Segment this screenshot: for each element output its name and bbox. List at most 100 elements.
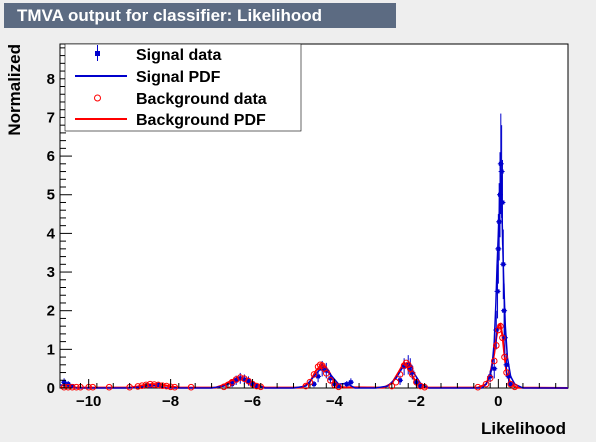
background-data-point [417,382,424,390]
x-tick-label: −4 [326,393,344,410]
signal-data-point [494,328,499,333]
y-tick-label: 4 [47,225,56,242]
signal-data-point [500,200,505,205]
signal-data-point [148,384,153,389]
y-tick-label: 5 [47,187,55,204]
signal-data-point [62,380,67,385]
background-data-point [146,380,154,388]
signal-data-point [495,289,500,294]
signal-data-point [508,382,513,387]
signal-data-point [402,364,407,369]
legend-background-data-marker [94,94,101,102]
signal-data-point [488,374,493,379]
signal-data-point [499,169,504,174]
signal-data-point [410,370,415,375]
background-data-point [159,382,166,389]
background-data-point [163,382,170,390]
signal-data-point [246,379,251,384]
signal-data-point [498,161,503,166]
signal-data-point [502,308,507,313]
background-data-point [511,383,519,391]
legend-label-background-pdf: Background PDF [136,112,266,129]
background-data-point [220,383,228,391]
background-data-point [486,375,494,382]
signal-data-point [234,378,239,383]
y-axis-label: Normalized [5,44,24,136]
background-data-point [493,342,500,349]
background-data-point [396,371,404,378]
background-data-point [138,382,146,389]
background-data-point [89,383,97,391]
background-data-point [490,357,498,365]
background-data-point [134,383,142,390]
signal-data-point [418,384,423,389]
signal-data-point [496,246,501,251]
background-data-point [236,374,244,381]
signal-data-point [316,374,321,379]
background-data-point [503,369,510,376]
background-data-point [495,326,502,334]
legend-label-signal-data: Signal data [136,47,221,64]
background-data-point [314,363,322,371]
background-data-point [322,370,330,377]
signal-data-point [336,384,341,389]
y-tick-label: 8 [47,71,55,88]
background-data-point [409,371,416,378]
signal-data-point [312,382,316,387]
legend-box [64,43,302,132]
background-data-point [245,377,252,385]
axis-layer: −10 −8 −6 −4 −2 0 0 1 2 3 4 5 6 7 8 [47,47,557,410]
x-tick-label: −6 [244,393,261,410]
y-tick-label: 3 [47,264,55,281]
background-data-point [482,380,490,388]
legend-label-background-data: Background data [136,91,267,108]
signal-data-point [398,378,403,383]
background-data-point [68,383,76,391]
background-data-point [499,334,506,342]
background-data-point [501,353,508,361]
signal-data-point [230,382,235,387]
background-data-point [335,383,342,391]
chart-title: TMVA output for classifier: Likelihood [4,3,396,28]
background-data-point [302,382,310,390]
background-data-point [232,376,240,383]
background-data-point [73,383,80,391]
signal-data-point [242,377,247,382]
y-tick-label: 0 [47,380,55,397]
signal-data-point [70,384,75,389]
background-data-point [327,376,334,384]
y-tick-label: 7 [47,109,55,126]
legend-label-signal-pdf: Signal PDF [136,69,221,86]
background-data-point [171,383,179,391]
signal-data-point [238,376,243,381]
signal-data-point [497,219,502,224]
background-data-point [64,383,72,391]
y-tick-label: 1 [47,341,55,358]
background-data-point [497,322,504,330]
background-data-point [406,365,414,372]
background-data-point [392,378,400,386]
background-data-point [310,371,318,378]
x-tick-label: 0 [494,393,502,410]
signal-data-point [504,362,509,367]
background-data-point [150,381,158,388]
x-tick-label: −10 [76,393,101,410]
legend: Signal data Signal PDF Background data Back… [64,43,302,132]
signal-data-point [344,382,349,387]
background-data-point [253,382,260,390]
background-data-point [402,359,410,367]
signal-data-point [156,382,161,387]
x-axis-label: Likelihood [481,419,566,438]
signal-data-point [501,262,506,267]
y-tick-label: 2 [47,303,55,320]
x-tick-label: −2 [408,393,425,410]
series-layer [59,113,569,391]
background-data-point [187,383,195,391]
signal-data-point [328,376,333,381]
y-tick-label: 6 [47,148,55,165]
background-data-point [105,383,113,391]
background-data-point [474,383,482,391]
signal-data-point [492,366,497,371]
signal-data-point [497,192,502,197]
